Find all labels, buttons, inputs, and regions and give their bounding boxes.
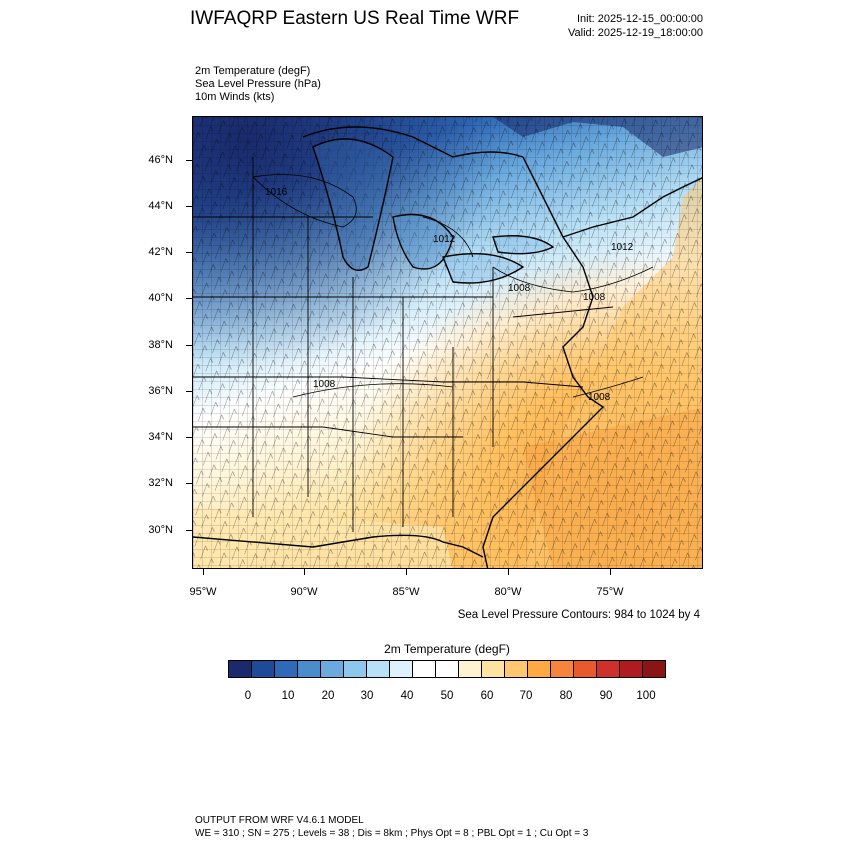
- colorbar-tick-label: 100: [636, 690, 656, 702]
- colorbar-swatch: [528, 661, 551, 677]
- map-panel: 1016 1012 1008 1008 1008 1008 1012: [192, 116, 703, 569]
- lon-label: 75°W: [596, 586, 624, 598]
- lon-tick: [203, 569, 204, 575]
- lon-label: 80°W: [494, 586, 522, 598]
- lat-label: 38°N: [148, 339, 173, 351]
- colorbar-swatch: [459, 661, 482, 677]
- lat-tick: [186, 252, 192, 253]
- colorbar-swatch: [229, 661, 252, 677]
- colorbar-swatch: [597, 661, 620, 677]
- colorbar-swatch: [275, 661, 298, 677]
- colorbar-swatch: [252, 661, 275, 677]
- colorbar-swatch: [413, 661, 436, 677]
- colorbar-swatch: [298, 661, 321, 677]
- field-label-temperature: 2m Temperature (degF): [195, 65, 311, 77]
- contour-note: Sea Level Pressure Contours: 984 to 1024…: [457, 609, 700, 621]
- field-label-winds: 10m Winds (kts): [195, 91, 275, 103]
- lat-label: 36°N: [148, 385, 173, 397]
- lat-tick: [186, 437, 192, 438]
- colorbar-swatch: [482, 661, 505, 677]
- pressure-label: 1012: [611, 242, 634, 253]
- colorbar-tick-label: 40: [400, 690, 414, 702]
- lat-label: 40°N: [148, 292, 173, 304]
- footer-model-label: OUTPUT FROM WRF V4.6.1 MODEL: [195, 815, 364, 826]
- colorbar-swatch: [551, 661, 574, 677]
- pressure-label: 1008: [583, 292, 606, 303]
- pressure-label: 1008: [313, 379, 336, 390]
- lon-label: 85°W: [392, 586, 420, 598]
- lat-tick: [186, 298, 192, 299]
- lat-label: 42°N: [148, 246, 173, 258]
- lon-tick: [304, 569, 305, 575]
- colorbar-tick-label: 90: [599, 690, 613, 702]
- colorbar-tick-label: 20: [321, 690, 335, 702]
- lat-label: 46°N: [148, 154, 173, 166]
- lon-tick: [610, 569, 611, 575]
- lon-label: 95°W: [189, 586, 217, 598]
- lat-tick: [186, 391, 192, 392]
- lon-tick: [406, 569, 407, 575]
- page-title: IWFAQRP Eastern US Real Time WRF: [190, 8, 520, 29]
- colorbar-swatch: [390, 661, 413, 677]
- footer-config-label: WE = 310 ; SN = 275 ; Levels = 38 ; Dis …: [195, 828, 589, 839]
- lat-label: 32°N: [148, 477, 173, 489]
- colorbar: [228, 660, 666, 678]
- colorbar-swatch: [620, 661, 643, 677]
- colorbar-tick-label: 50: [440, 690, 454, 702]
- temperature-map: 1016 1012 1008 1008 1008 1008 1012: [193, 117, 702, 568]
- colorbar-swatch: [643, 661, 665, 677]
- colorbar-swatch: [321, 661, 344, 677]
- colorbar-swatch: [344, 661, 367, 677]
- colorbar-tick-label: 0: [244, 690, 252, 702]
- init-time-label: Init: 2025-12-15_00:00:00: [577, 13, 703, 25]
- colorbar-tick-label: 10: [281, 690, 295, 702]
- lat-tick: [186, 206, 192, 207]
- lat-label: 30°N: [148, 524, 173, 536]
- pressure-label: 1016: [265, 187, 288, 198]
- colorbar-swatch: [436, 661, 459, 677]
- colorbar-swatch: [505, 661, 528, 677]
- lat-tick: [186, 483, 192, 484]
- lat-tick: [186, 345, 192, 346]
- lat-label: 34°N: [148, 431, 173, 443]
- colorbar-tick-label: 70: [519, 690, 533, 702]
- lon-label: 90°W: [290, 586, 318, 598]
- lat-tick: [186, 530, 192, 531]
- pressure-label: 1008: [588, 392, 611, 403]
- pressure-label: 1008: [508, 283, 531, 294]
- colorbar-swatch: [574, 661, 597, 677]
- valid-time-label: Valid: 2025-12-19_18:00:00: [568, 27, 703, 39]
- field-label-pressure: Sea Level Pressure (hPa): [195, 78, 321, 90]
- colorbar-tick-label: 30: [360, 690, 374, 702]
- lat-label: 44°N: [148, 200, 173, 212]
- colorbar-tick-label: 80: [559, 690, 573, 702]
- pressure-label: 1012: [433, 234, 456, 245]
- colorbar-tick-label: 60: [480, 690, 494, 702]
- lon-tick: [508, 569, 509, 575]
- colorbar-title: 2m Temperature (degF): [384, 642, 510, 656]
- colorbar-swatch: [367, 661, 390, 677]
- lat-tick: [186, 160, 192, 161]
